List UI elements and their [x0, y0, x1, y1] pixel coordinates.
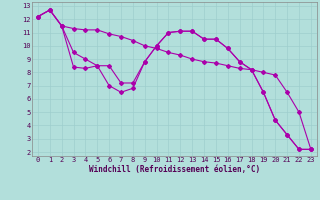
X-axis label: Windchill (Refroidissement éolien,°C): Windchill (Refroidissement éolien,°C) [89, 165, 260, 174]
